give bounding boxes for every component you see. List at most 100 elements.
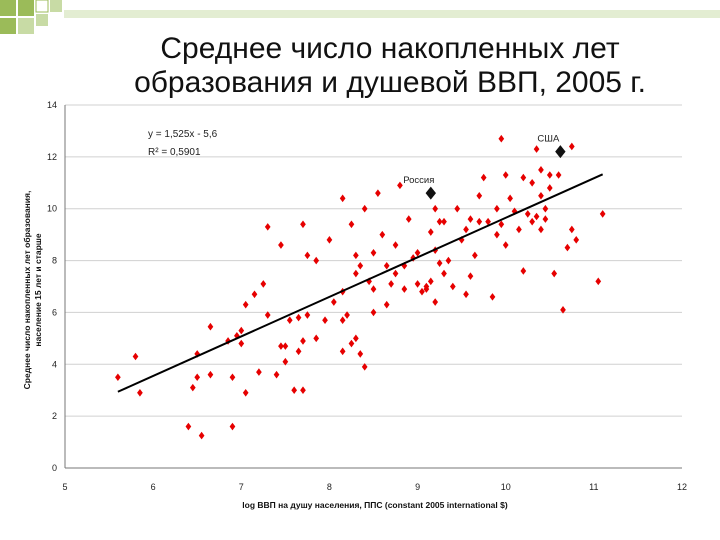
data-point	[441, 269, 447, 278]
data-point	[339, 347, 346, 356]
slide-title-line-2: образования и душевой ВВП, 2005 г.	[134, 66, 646, 99]
deco-square-6	[36, 14, 48, 26]
data-point	[291, 386, 298, 395]
slide-title-line-1: Среднее число накопленных лет	[160, 32, 620, 65]
data-point	[238, 326, 245, 335]
x-tick-label: 6	[151, 482, 156, 492]
data-point	[502, 241, 509, 249]
data-point	[194, 373, 201, 382]
data-point	[405, 215, 412, 223]
data-point	[383, 261, 390, 270]
deco-top-band	[64, 10, 720, 18]
x-tick-label: 5	[62, 482, 67, 492]
y-tick-label: 14	[47, 100, 57, 110]
data-point	[463, 225, 469, 234]
data-point	[538, 191, 544, 200]
data-point	[361, 363, 368, 371]
data-point	[264, 311, 271, 319]
data-point	[383, 300, 390, 309]
data-point	[520, 267, 527, 275]
data-point	[467, 215, 474, 223]
data-point	[533, 145, 540, 153]
data-point	[357, 261, 364, 270]
data-point	[476, 191, 483, 200]
data-point	[498, 220, 505, 229]
data-point	[207, 370, 214, 379]
data-point	[599, 210, 606, 218]
data-point	[449, 282, 456, 291]
data-point	[423, 285, 430, 293]
deco-square-1	[0, 0, 16, 16]
data-point	[392, 269, 399, 278]
data-point	[401, 261, 408, 270]
data-point	[595, 277, 602, 286]
data-point	[353, 251, 359, 260]
data-point	[529, 217, 536, 226]
deco-square-2	[18, 0, 34, 16]
data-point	[568, 225, 575, 234]
data-point	[397, 181, 403, 190]
data-point	[485, 217, 491, 226]
data-point	[304, 251, 311, 260]
data-point	[278, 241, 284, 249]
data-point	[419, 287, 425, 296]
data-point	[238, 339, 245, 348]
data-point	[326, 236, 333, 244]
y-tick-label: 10	[47, 204, 57, 214]
data-point	[454, 204, 461, 213]
data-point	[432, 298, 439, 306]
x-tick-label: 7	[239, 482, 244, 492]
data-point	[189, 383, 196, 392]
data-point	[542, 204, 549, 213]
data-point	[564, 243, 571, 252]
data-point	[529, 178, 536, 187]
data-point	[370, 308, 377, 317]
slide-title: Среднее число накопленных лет образовани…	[60, 32, 720, 100]
data-point	[229, 422, 236, 431]
data-point	[379, 230, 386, 239]
data-point	[388, 280, 394, 288]
data-point	[304, 311, 311, 319]
data-point	[282, 342, 289, 350]
data-point	[207, 322, 214, 331]
data-point	[282, 357, 289, 366]
data-point	[551, 269, 558, 278]
data-point	[472, 251, 478, 260]
y-tick-label: 0	[52, 463, 57, 473]
data-point	[322, 316, 328, 325]
data-point	[427, 277, 434, 286]
data-point	[436, 217, 443, 226]
data-point	[357, 350, 364, 358]
data-point	[480, 173, 487, 182]
data-point	[546, 171, 553, 179]
data-point	[467, 272, 474, 280]
data-point	[427, 228, 434, 236]
data-point	[273, 370, 280, 379]
deco-square-7	[50, 0, 62, 12]
data-point	[489, 293, 496, 301]
data-point	[260, 280, 267, 288]
data-point	[295, 313, 302, 322]
highlighted-point-label: Россия	[403, 175, 434, 186]
data-point	[463, 290, 469, 299]
data-point	[494, 204, 500, 213]
data-point	[229, 373, 236, 382]
data-point	[300, 337, 306, 345]
data-point	[339, 316, 346, 325]
data-point	[198, 431, 205, 440]
x-tick-label: 8	[327, 482, 332, 492]
data-point	[348, 220, 355, 229]
data-point	[194, 350, 201, 358]
data-point	[560, 306, 566, 314]
data-point	[339, 194, 346, 203]
data-point	[344, 311, 350, 319]
data-point	[516, 225, 522, 234]
data-point	[353, 269, 359, 278]
highlighted-points: Россия США	[403, 134, 566, 200]
y-tick-label: 8	[52, 256, 57, 266]
trend-line	[117, 173, 604, 393]
data-point	[300, 220, 306, 229]
y-tick-label: 6	[52, 307, 57, 317]
highlighted-point	[555, 145, 566, 159]
